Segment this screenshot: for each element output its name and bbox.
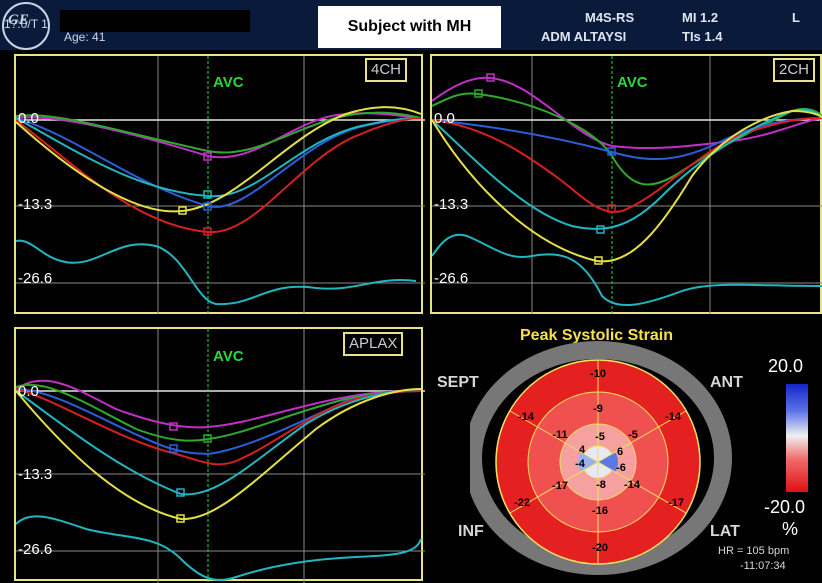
seg-mid-infsept: -17	[552, 480, 568, 492]
seg-mid-antsept: -11	[552, 429, 567, 441]
strain-curves-2ch	[432, 56, 822, 314]
seg-outer-antsept: -14	[518, 411, 535, 423]
tick-26-4ch: -26.6	[18, 270, 53, 287]
mi-label: MI 1.2	[682, 10, 719, 25]
avc-label-4ch: AVC	[213, 74, 244, 91]
label-lat: LAT	[710, 523, 740, 540]
view-label-4ch: 4CH	[365, 58, 408, 82]
seg-inner-ant: -5	[595, 431, 605, 443]
tick-13-4ch: -13.3	[18, 196, 53, 213]
seg-mid-antlat: -5	[628, 429, 638, 441]
probe-label: M4S-RS	[585, 10, 635, 25]
avc-label-aplax: AVC	[213, 348, 244, 365]
avc-label-2ch: AVC	[617, 74, 648, 91]
redacted-name	[60, 10, 250, 32]
seg-outer-lat: -17	[668, 497, 684, 509]
scale-min: -20.0	[764, 497, 806, 517]
scale-unit: %	[782, 519, 799, 539]
seg-mid-lat: -14	[624, 479, 641, 491]
seg-outer-inf: -20	[592, 542, 608, 554]
side-label: L	[792, 10, 800, 25]
tick-0-4ch: 0.0	[18, 110, 39, 127]
seg-outer-infsept: -22	[514, 497, 530, 509]
panel-2ch	[430, 54, 822, 314]
figure-title: Subject with MH	[318, 6, 501, 48]
bullseye-title: Peak Systolic Strain	[520, 327, 673, 344]
seg-inner-infsept: -4	[575, 458, 586, 470]
heart-rate: HR = 105 bpm	[718, 545, 790, 557]
seg-outer-antlat: -14	[665, 411, 682, 423]
strain-curves-4ch	[16, 56, 425, 314]
seg-inner-inf: -8	[596, 479, 606, 491]
seg-mid-inf: -16	[592, 505, 608, 517]
seg-mid-ant: -9	[593, 403, 603, 415]
strain-colorbar	[786, 384, 808, 492]
timestamp: -11:07:34	[740, 560, 786, 572]
tick-26-aplax: -26.6	[18, 541, 53, 558]
center-label: ADM ALTAYSI	[541, 29, 627, 44]
seg-inner-antsept: 4	[579, 444, 586, 456]
label-ant: ANT	[710, 374, 743, 391]
tick-13-2ch: -13.3	[434, 196, 469, 213]
seg-inner-antlat: 6	[617, 446, 623, 458]
seg-outer-ant: -10	[590, 368, 606, 380]
patient-age: Age: 41	[64, 30, 106, 44]
patient-id: 1?:0/T 1	[4, 17, 48, 31]
ge-logo-text: GE	[8, 12, 29, 28]
tis-label: TIs 1.4	[682, 29, 723, 44]
tick-0-2ch: 0.0	[434, 110, 455, 127]
view-label-aplax: APLAX	[343, 332, 404, 356]
tick-13-aplax: -13.3	[18, 466, 53, 483]
view-label-2ch: 2CH	[773, 58, 816, 82]
label-sept: SEPT	[437, 374, 479, 391]
strain-curves-aplax	[16, 329, 425, 583]
ge-logo	[2, 2, 50, 50]
bullseye-plot: -10 -14 -17 -20 -22 -14 -9 -5 -14 -16 -1…	[470, 341, 732, 575]
tick-0-aplax: 0.0	[18, 383, 39, 400]
scale-max: 20.0	[768, 356, 804, 376]
panel-4ch	[14, 54, 425, 314]
tick-26-2ch: -26.6	[434, 270, 469, 287]
label-inf: INF	[458, 523, 484, 540]
panel-aplax	[14, 327, 425, 583]
seg-inner-lat: -6	[616, 462, 626, 474]
